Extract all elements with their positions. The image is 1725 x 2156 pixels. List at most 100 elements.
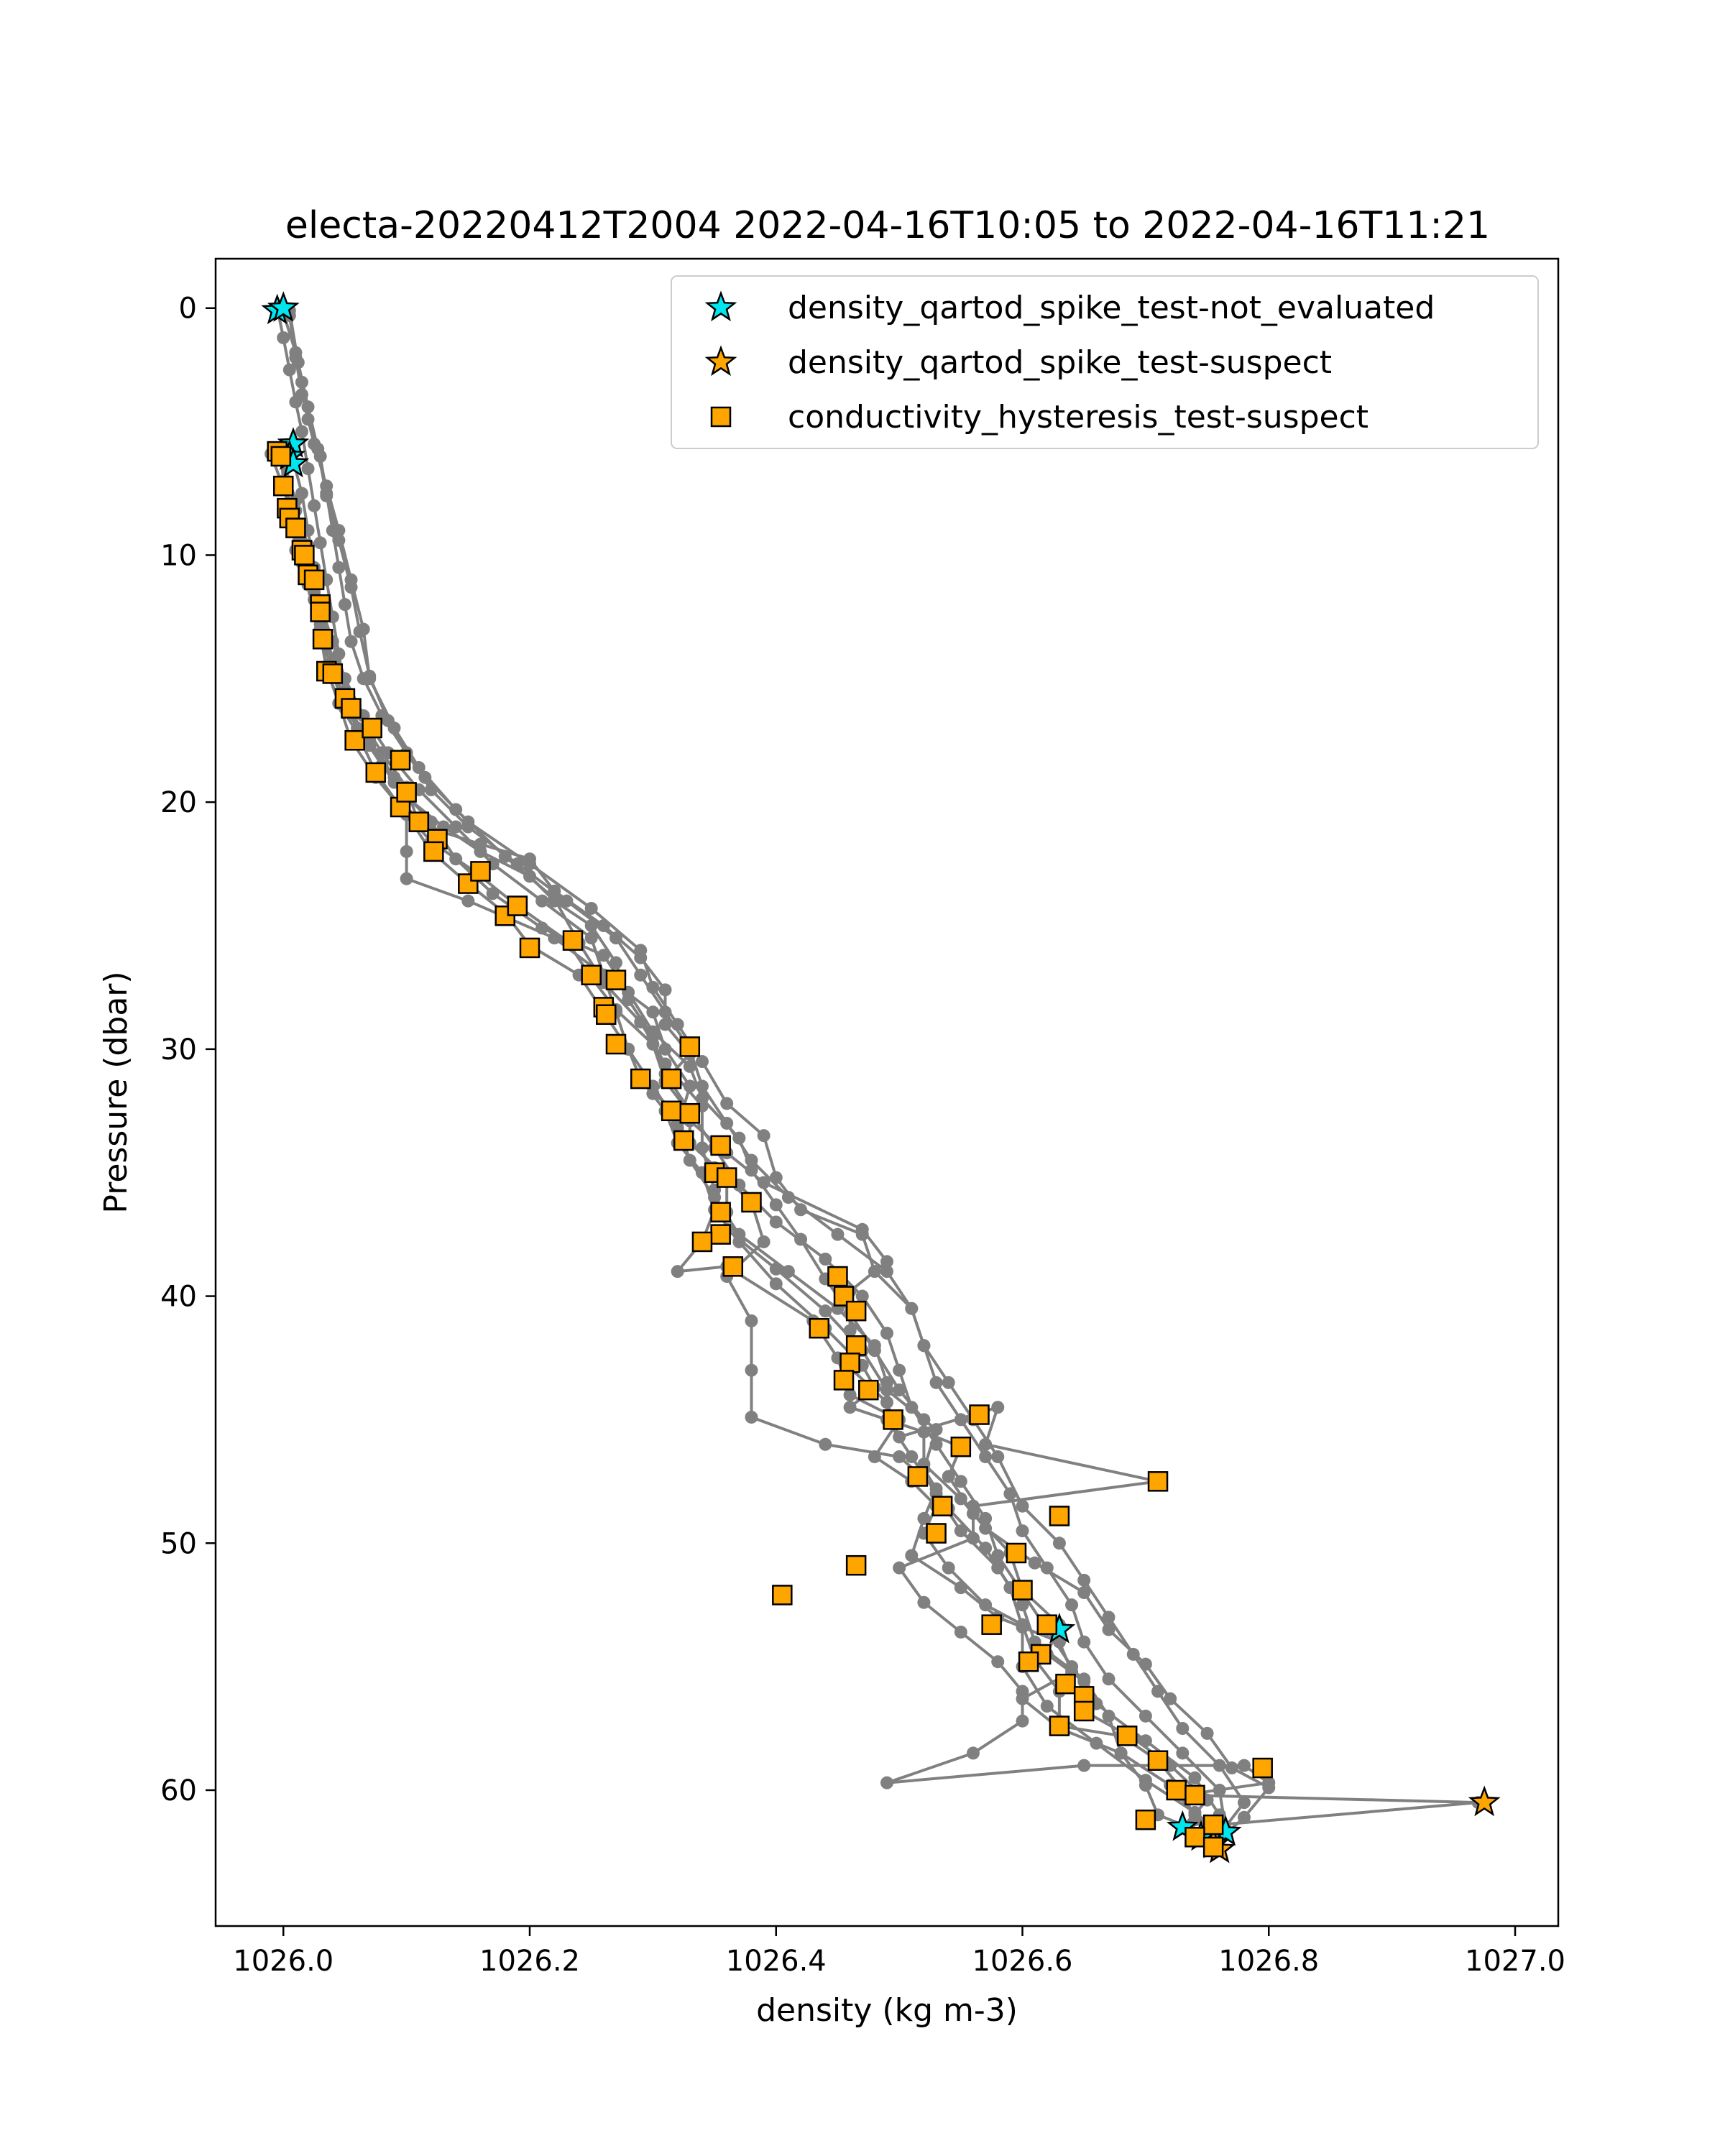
hysteresis-suspect-marker	[285, 517, 306, 538]
profile-point	[1237, 1810, 1251, 1824]
hysteresis-suspect-marker	[1012, 1580, 1033, 1600]
y-tick-label: 50	[160, 1527, 197, 1560]
profile-point	[584, 931, 598, 945]
profile-point	[1138, 1774, 1152, 1787]
profile-point	[843, 1401, 857, 1414]
profile-point	[745, 1164, 758, 1177]
profile-point	[1016, 1524, 1029, 1538]
hysteresis-suspect-marker	[1036, 1614, 1058, 1635]
hysteresis-suspect-marker	[270, 446, 292, 467]
profile-point	[966, 1531, 980, 1545]
hysteresis-suspect-marker	[981, 1614, 1002, 1635]
profile-point	[942, 1561, 955, 1575]
profile-point	[535, 894, 549, 908]
profile-point	[449, 852, 463, 866]
profile-point	[1176, 1722, 1190, 1736]
profile-point	[917, 1511, 931, 1525]
profile-point	[291, 356, 305, 369]
profile-point	[757, 1176, 770, 1189]
profile-point	[893, 1363, 906, 1377]
hysteresis-suspect-marker	[1116, 1726, 1138, 1746]
profile-point	[991, 1655, 1005, 1669]
profile-line	[270, 453, 1480, 1836]
profile-point	[868, 1344, 881, 1358]
hysteresis-suspect-marker	[362, 717, 382, 739]
profile-point	[658, 1018, 672, 1031]
profile-point	[979, 1450, 993, 1463]
profile-point	[757, 1235, 770, 1248]
hysteresis-suspect-marker	[716, 1167, 737, 1188]
hysteresis-suspect-marker	[710, 1224, 731, 1245]
hysteresis-suspect-marker	[926, 1523, 947, 1544]
profile-point	[1200, 1726, 1214, 1740]
profile-point	[320, 489, 334, 502]
hysteresis-suspect-marker	[1049, 1506, 1070, 1526]
y-tick-label: 60	[160, 1774, 197, 1807]
profile-point	[400, 844, 413, 858]
profile-line	[282, 456, 1209, 1828]
profile-point	[1102, 1611, 1116, 1624]
hysteresis-suspect-marker	[605, 969, 627, 990]
hysteresis-suspect-marker	[1202, 1814, 1224, 1835]
profile-point	[474, 837, 487, 851]
profile-point	[769, 1198, 783, 1212]
profile-point	[880, 1383, 893, 1397]
profile-point	[769, 1262, 783, 1276]
hysteresis-suspect-marker	[1018, 1651, 1039, 1672]
profile-point	[510, 857, 524, 871]
profile-point	[1114, 1746, 1128, 1760]
x-axis-label: density (kg m-3)	[756, 1992, 1018, 2029]
profile-line	[282, 458, 1271, 1841]
hysteresis-suspect-marker	[691, 1231, 713, 1253]
hysteresis-suspect-marker	[969, 1404, 990, 1425]
hysteresis-suspect-marker	[1147, 1471, 1169, 1492]
flag-markers-layer	[261, 291, 1501, 1864]
profile-point	[277, 331, 290, 344]
hysteresis-suspect-marker	[390, 750, 411, 770]
hysteresis-suspect-marker	[1147, 1750, 1169, 1771]
profile-point	[893, 1383, 906, 1397]
profile-point	[954, 1475, 967, 1488]
profile-point	[1262, 1781, 1276, 1795]
hysteresis-suspect-marker	[294, 545, 315, 566]
profile-point	[1077, 1674, 1091, 1688]
x-tick-label: 1026.6	[972, 1945, 1073, 1978]
profile-point	[1138, 1709, 1152, 1723]
hysteresis-suspect-marker	[273, 475, 294, 497]
legend-box	[671, 275, 1539, 449]
profile-point	[905, 1450, 919, 1463]
profile-point	[375, 746, 389, 760]
hysteresis-suspect-marker	[710, 1135, 731, 1156]
profile-point	[732, 1131, 746, 1145]
profile-point	[308, 499, 321, 512]
hysteresis-suspect-marker	[827, 1266, 848, 1287]
profile-lines-layer	[264, 301, 1485, 1854]
profile-point	[1028, 1556, 1041, 1570]
profile-point	[843, 1388, 857, 1402]
hysteresis-suspect-marker	[596, 1004, 617, 1025]
profile-point	[1237, 1759, 1251, 1772]
hysteresis-suspect-marker	[679, 1036, 701, 1057]
profile-point	[1237, 1796, 1251, 1810]
profile-point	[535, 921, 549, 935]
x-tick-label: 1026.8	[1218, 1945, 1319, 1978]
profile-point	[781, 1265, 795, 1279]
profile-point	[757, 1129, 770, 1143]
profile-point	[301, 400, 315, 414]
profile-point	[880, 1255, 893, 1268]
spike-not-evaluated-marker	[267, 291, 300, 322]
profile-point	[683, 1059, 696, 1073]
legend-label: density_qartod_spike_test-not_evaluated	[788, 290, 1435, 326]
hysteresis-suspect-marker	[772, 1585, 793, 1606]
profile-point	[597, 949, 610, 962]
profile-point	[344, 635, 358, 648]
hysteresis-suspect-marker	[519, 937, 540, 959]
profile-point	[363, 669, 377, 683]
profile-point	[1090, 1736, 1103, 1750]
profile-point	[1016, 1621, 1029, 1634]
profile-point	[332, 561, 346, 574]
profile-point	[954, 1581, 967, 1595]
profile-point	[1077, 1573, 1091, 1587]
hysteresis-suspect-marker	[907, 1466, 929, 1487]
